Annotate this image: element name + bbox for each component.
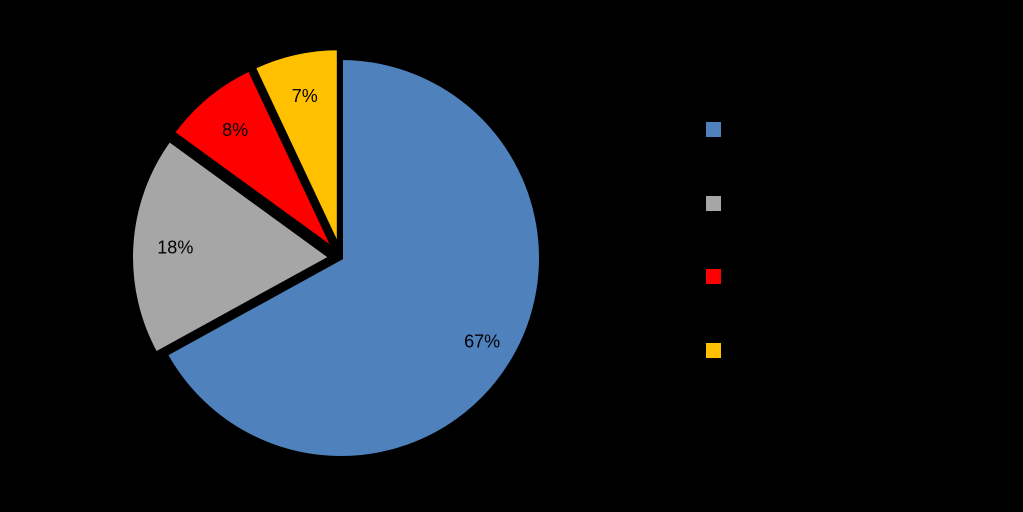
slice-data-label-1: 18% <box>157 238 193 258</box>
legend-item-1 <box>706 193 1006 267</box>
slice-data-label-0: 67% <box>464 331 500 351</box>
pie-slice-2 <box>170 66 337 252</box>
pie-slice-1 <box>129 137 335 357</box>
legend-item-0 <box>706 119 1006 193</box>
legend-item-2 <box>706 266 1006 340</box>
pie-slice-3 <box>251 46 341 250</box>
pie-slice-0 <box>163 55 543 460</box>
legend-swatch-3 <box>706 342 721 358</box>
legend <box>706 119 1006 413</box>
legend-swatch-0 <box>706 122 721 137</box>
legend-swatch-1 <box>706 195 721 211</box>
slice-data-label-3: 7% <box>292 86 318 106</box>
legend-swatch-2 <box>706 269 721 284</box>
legend-item-3 <box>706 340 1006 414</box>
slice-data-label-2: 8% <box>222 120 248 140</box>
